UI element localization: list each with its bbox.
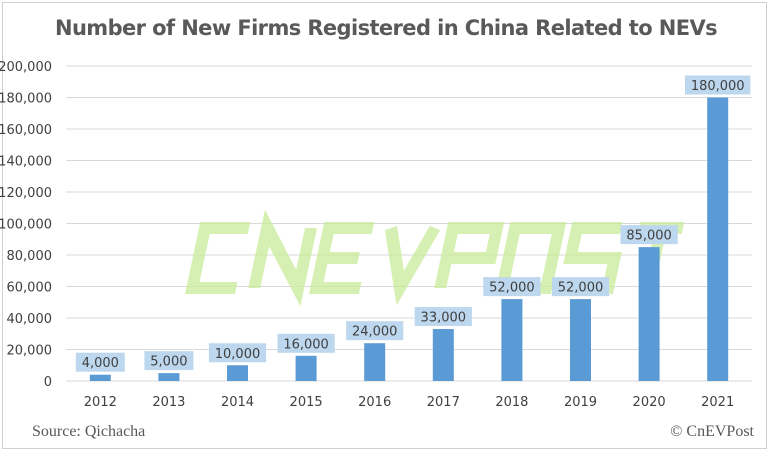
y-tick-label: 180,000 [0,92,52,107]
bar [638,247,660,381]
x-tick-label: 2015 [290,395,323,410]
watermark-glyph [434,222,505,288]
x-tick-label: 2019 [564,395,597,410]
data-label: 180,000 [691,79,745,94]
data-label-box [208,343,267,363]
y-tick-label: 60,000 [7,281,53,296]
x-tick-label: 2013 [152,395,185,410]
bar [432,329,454,381]
credit-note: © CnEVPost [670,423,754,440]
bar [501,299,523,381]
chart-frame [2,2,767,449]
chart-title: Number of New Firms Registered in China … [54,16,718,40]
source-note: Source: Qichacha [32,423,146,440]
bar [89,374,111,381]
y-tick-label: 140,000 [0,155,52,170]
bar [570,299,591,381]
watermark-glyph [184,222,251,294]
x-tick-label: 2020 [633,395,666,410]
data-label: 16,000 [283,337,329,352]
x-tick-label: 2014 [221,395,254,410]
data-label-box [551,277,610,297]
y-tick-label: 80,000 [7,249,53,264]
x-tick-label: 2021 [701,395,734,410]
watermark-glyph [308,222,375,294]
bar [295,355,317,381]
data-label: 4,000 [82,356,119,371]
watermark-logo [184,209,685,307]
data-label: 52,000 [489,281,535,296]
y-tick-label: 200,000 [0,60,52,75]
watermark-glyph [248,209,317,307]
data-label: 33,000 [421,311,467,326]
bar [158,373,180,381]
data-label-box [620,225,678,245]
watermark-glyph [494,222,567,294]
data-label: 24,000 [352,325,398,340]
data-label: 52,000 [558,281,604,296]
y-tick-label: 0 [44,375,52,390]
data-label-box [483,277,541,297]
data-label-box [685,75,751,95]
data-label: 10,000 [215,347,261,362]
data-label-box [75,352,125,372]
y-tick-label: 100,000 [0,218,52,233]
y-tick-label: 20,000 [7,344,53,359]
y-tick-label: 120,000 [0,186,52,201]
data-label-box [346,321,404,341]
bar [364,343,386,381]
x-tick-label: 2012 [84,395,117,410]
data-label-box [277,333,335,353]
data-label-box [144,351,194,371]
bar [227,365,248,381]
watermark-glyph [384,225,441,306]
y-tick-label: 160,000 [0,123,52,138]
data-label: 85,000 [626,229,672,244]
data-label-box [414,307,472,327]
x-tick-label: 2018 [495,395,528,410]
y-tick-label: 40,000 [7,312,53,327]
data-label: 5,000 [150,355,187,370]
x-tick-label: 2016 [358,395,391,410]
x-tick-label: 2017 [427,395,460,410]
bar [707,97,729,381]
